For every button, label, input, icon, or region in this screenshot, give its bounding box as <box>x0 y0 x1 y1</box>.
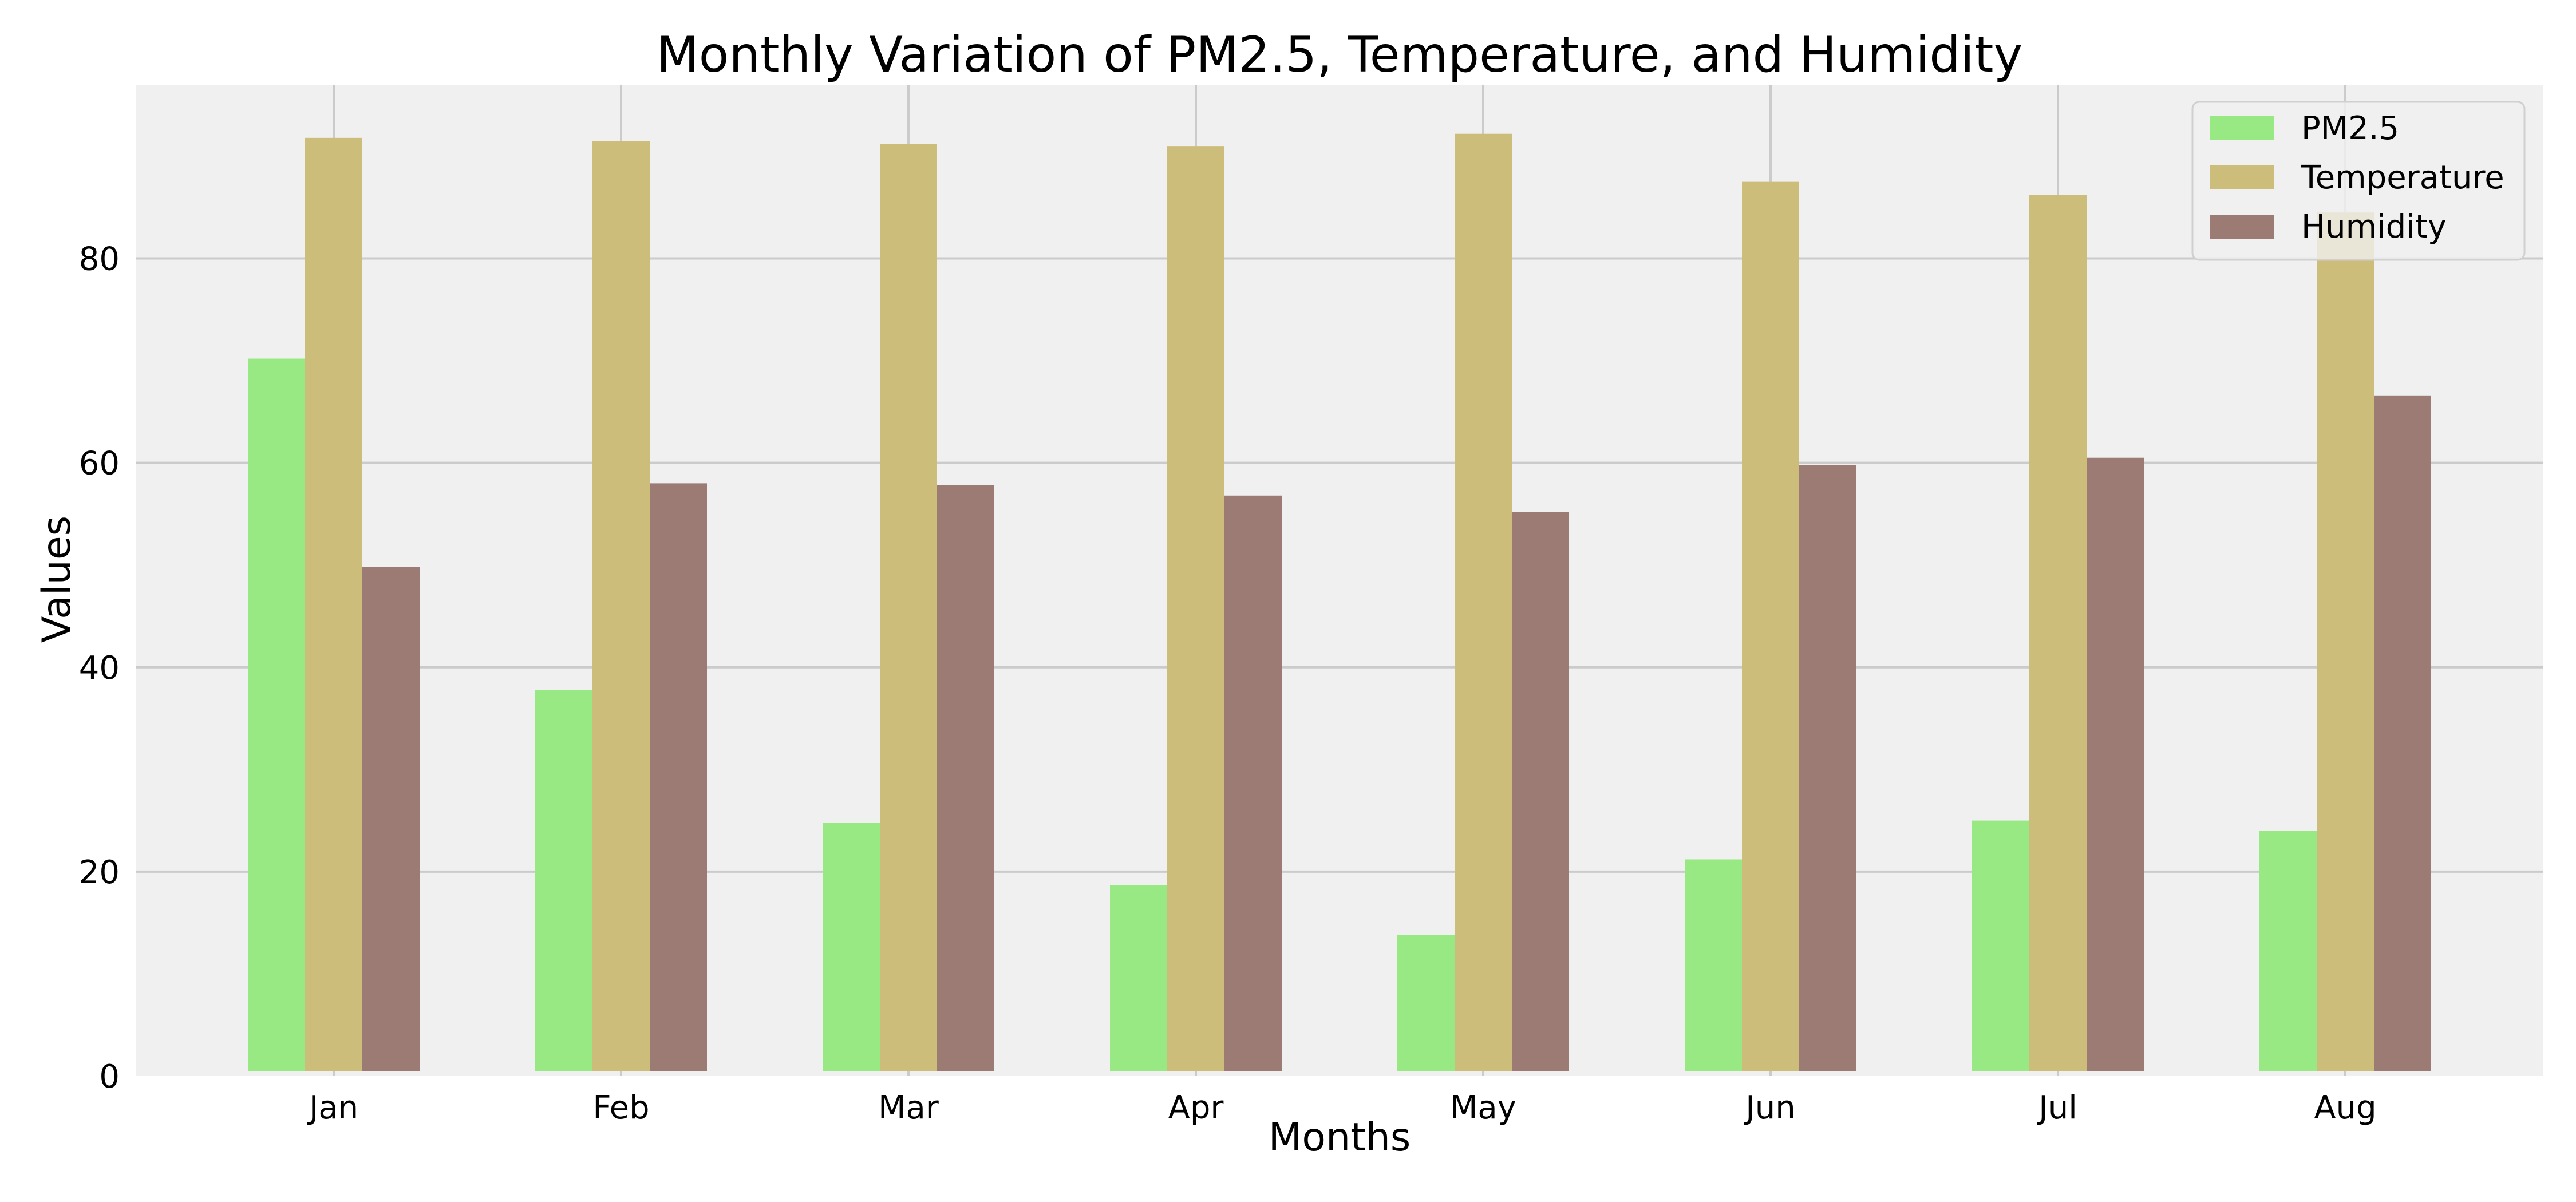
bar <box>2087 457 2144 1071</box>
bar <box>1512 512 1569 1071</box>
bar <box>1799 465 1856 1071</box>
bar <box>937 485 994 1071</box>
y-tick-label: 40 <box>79 650 120 687</box>
bar <box>880 144 937 1072</box>
bar <box>305 137 362 1071</box>
x-tick-label: May <box>1450 1089 1516 1126</box>
legend-label: PM2.5 <box>2301 110 2399 147</box>
plot-area <box>136 85 2543 1076</box>
x-tick-label: Aug <box>2314 1089 2376 1126</box>
y-tick-label: 80 <box>79 241 120 278</box>
bar <box>1397 935 1455 1071</box>
legend-swatch <box>2210 165 2274 189</box>
bar <box>650 483 707 1072</box>
bar <box>1972 820 2029 1071</box>
bar <box>1685 859 1742 1071</box>
bar <box>362 567 420 1071</box>
legend: PM2.5 Temperature Humidity <box>2191 101 2526 261</box>
x-tick-label: Jun <box>1744 1089 1796 1126</box>
legend-swatch <box>2210 116 2274 140</box>
y-tick-label: 0 <box>99 1058 120 1096</box>
y-axis-label: Values <box>34 516 80 643</box>
bar <box>2374 395 2431 1071</box>
y-tick-label: 60 <box>79 445 120 483</box>
x-tick-label: Jul <box>2037 1089 2077 1126</box>
y-tick-label: 20 <box>79 854 120 891</box>
bar <box>2029 195 2087 1071</box>
bar <box>1742 181 1799 1071</box>
bar <box>1455 133 1512 1071</box>
x-tick-label: Feb <box>592 1089 649 1126</box>
x-tick-label: Jan <box>307 1089 358 1126</box>
legend-label: Humidity <box>2301 208 2447 246</box>
chart-title: Monthly Variation of PM2.5, Temperature,… <box>657 26 2023 84</box>
bar <box>248 358 305 1071</box>
bar <box>2317 212 2374 1072</box>
bar <box>2259 831 2317 1071</box>
legend-swatch <box>2210 215 2274 239</box>
bars <box>248 133 2431 1072</box>
x-axis-ticks: Jan Feb Mar Apr May Jun Jul Aug <box>307 1089 2377 1126</box>
bar <box>1110 885 1167 1071</box>
legend-label: Temperature <box>2301 159 2504 196</box>
bar <box>535 690 592 1071</box>
y-axis-ticks: 0 20 40 60 80 <box>79 241 120 1096</box>
legend-box <box>2191 101 2526 261</box>
x-tick-label: Mar <box>878 1089 939 1126</box>
bar <box>1224 495 1282 1071</box>
x-axis-label: Months <box>1269 1115 1411 1160</box>
bar <box>592 141 650 1072</box>
bar <box>823 823 880 1071</box>
bar <box>1167 146 1224 1071</box>
x-tick-label: Apr <box>1168 1089 1224 1126</box>
